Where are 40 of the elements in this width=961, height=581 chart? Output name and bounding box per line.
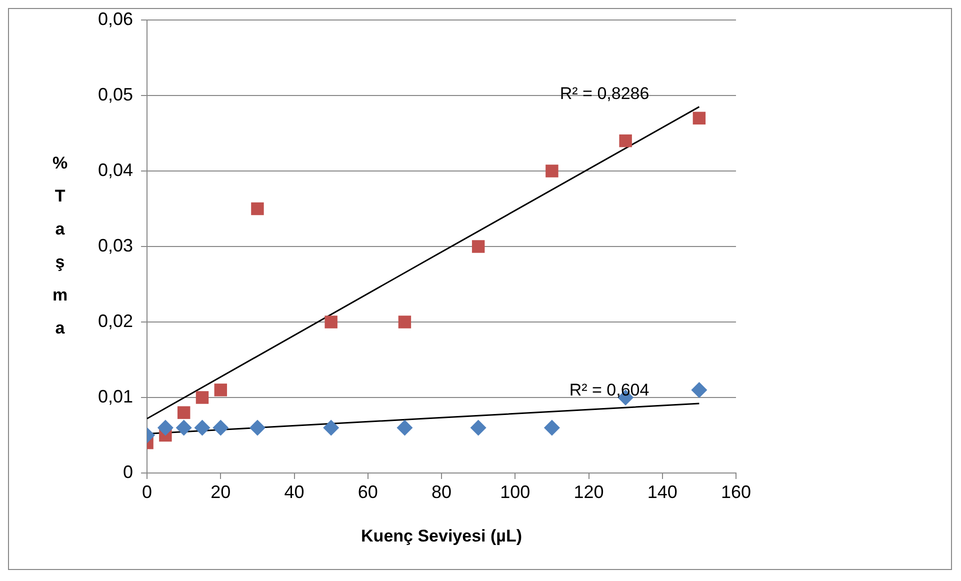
y-tick-label: 0,05 [98,84,134,104]
x-tick-label: 80 [432,482,452,502]
point [472,240,485,253]
x-axis-title: Kuenç Seviyesi (µL) [361,526,522,546]
point [194,420,210,436]
y-tick-label: 0,02 [98,310,134,331]
point [157,420,174,436]
annotation: R² = 0,8286 [560,84,650,104]
y-axis-title: % Taşma [52,154,68,338]
point [249,420,266,436]
x-tick-label: 20 [210,482,231,502]
y-tick-label: 0 [123,462,134,482]
point [396,420,413,436]
y-tick-label: 0,01 [98,386,134,406]
y-tick-label: 0,03 [98,235,134,256]
point [196,391,209,404]
y-tick-label: 0,06 [98,8,134,29]
point [691,382,708,398]
point [619,134,632,148]
x-tick-label: 100 [500,482,530,502]
x-tick-label: 140 [647,482,678,502]
point [324,316,338,328]
point [177,406,190,419]
point [212,420,229,436]
point [692,112,706,125]
y-tick-label: 0,04 [98,160,134,180]
point [470,420,486,436]
x-tick-label: 60 [358,482,378,502]
x-tick-label: 120 [574,482,604,502]
x-tick-label: 0 [142,482,152,502]
point [214,384,228,396]
point [398,316,412,328]
annotation: R² = 0,604 [569,380,650,400]
point [176,420,192,436]
point [323,420,340,436]
point [546,164,558,178]
x-tick-label: 160 [720,482,752,502]
x-tick-label: 40 [284,482,304,502]
point [251,202,264,216]
point [544,420,560,436]
